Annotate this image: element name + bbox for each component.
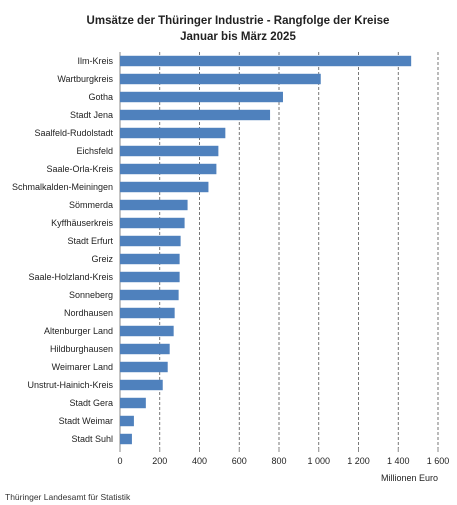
source-note: Thüringer Landesamt für Statistik <box>5 492 131 502</box>
bar-9 <box>120 217 185 229</box>
x-tick-label-400: 400 <box>192 456 207 466</box>
bar-15 <box>120 325 174 337</box>
x-tick-label-600: 600 <box>232 456 247 466</box>
category-label-12: Saale-Holzland-Kreis <box>28 272 113 282</box>
bar-0 <box>120 55 412 67</box>
category-label-7: Schmalkalden-Meiningen <box>12 182 113 192</box>
bar-6 <box>120 163 217 175</box>
bar-17 <box>120 361 168 373</box>
category-label-2: Gotha <box>88 92 113 102</box>
category-label-5: Eichsfeld <box>76 146 113 156</box>
bar-4 <box>120 127 226 139</box>
category-label-17: Weimarer Land <box>52 362 113 372</box>
x-axis-ticks: 0 200 400 600 800 1 000 1 200 1 400 1 600 <box>117 448 449 466</box>
x-tick-label-1200: 1 200 <box>347 456 370 466</box>
bar-11 <box>120 253 180 265</box>
bar-3 <box>120 109 271 121</box>
x-tick-label-1400: 1 400 <box>387 456 410 466</box>
bar-7 <box>120 181 209 193</box>
bar-1 <box>120 73 321 85</box>
bar-10 <box>120 235 181 247</box>
category-label-0: Ilm-Kreis <box>78 56 114 66</box>
bar-19 <box>120 397 146 409</box>
bar-21 <box>120 433 132 445</box>
bar-8 <box>120 199 188 211</box>
bar-2 <box>120 91 283 103</box>
x-tick-label-200: 200 <box>152 456 167 466</box>
category-label-13: Sonneberg <box>69 290 113 300</box>
category-label-18: Unstrut-Hainich-Kreis <box>27 380 113 390</box>
x-tick-label-1000: 1 000 <box>307 456 330 466</box>
category-label-11: Greiz <box>91 254 113 264</box>
bar-12 <box>120 271 180 283</box>
category-label-9: Kyffhäuserkreis <box>51 218 113 228</box>
category-labels: Ilm-Kreis Wartburgkreis Gotha Stadt Jena Saa… <box>12 56 114 444</box>
category-label-8: Sömmerda <box>69 200 113 210</box>
bar-18 <box>120 379 163 391</box>
bar-16 <box>120 343 170 355</box>
bar-20 <box>120 415 134 427</box>
x-tick-label-1600: 1 600 <box>427 456 450 466</box>
category-label-19: Stadt Gera <box>69 398 113 408</box>
x-axis-label: Millionen Euro <box>381 473 438 483</box>
bars <box>120 55 412 445</box>
category-label-10: Stadt Erfurt <box>67 236 113 246</box>
x-tick-label-800: 800 <box>271 456 286 466</box>
category-label-14: Nordhausen <box>64 308 113 318</box>
chart-title: Umsätze der Thüringer Industrie - Rangfo… <box>87 15 390 27</box>
category-label-4: Saalfeld-Rudolstadt <box>34 128 113 138</box>
bar-13 <box>120 289 179 301</box>
category-label-20: Stadt Weimar <box>59 416 113 426</box>
category-label-16: Hildburghausen <box>50 344 113 354</box>
x-tick-label-0: 0 <box>117 456 122 466</box>
category-label-1: Wartburgkreis <box>57 74 113 84</box>
category-label-3: Stadt Jena <box>70 110 113 120</box>
bar-14 <box>120 307 175 319</box>
category-label-21: Stadt Suhl <box>71 434 113 444</box>
bar-5 <box>120 145 219 157</box>
chart-subtitle: Januar bis März 2025 <box>180 31 296 43</box>
category-label-6: Saale-Orla-Kreis <box>46 164 113 174</box>
category-label-15: Altenburger Land <box>44 326 113 336</box>
